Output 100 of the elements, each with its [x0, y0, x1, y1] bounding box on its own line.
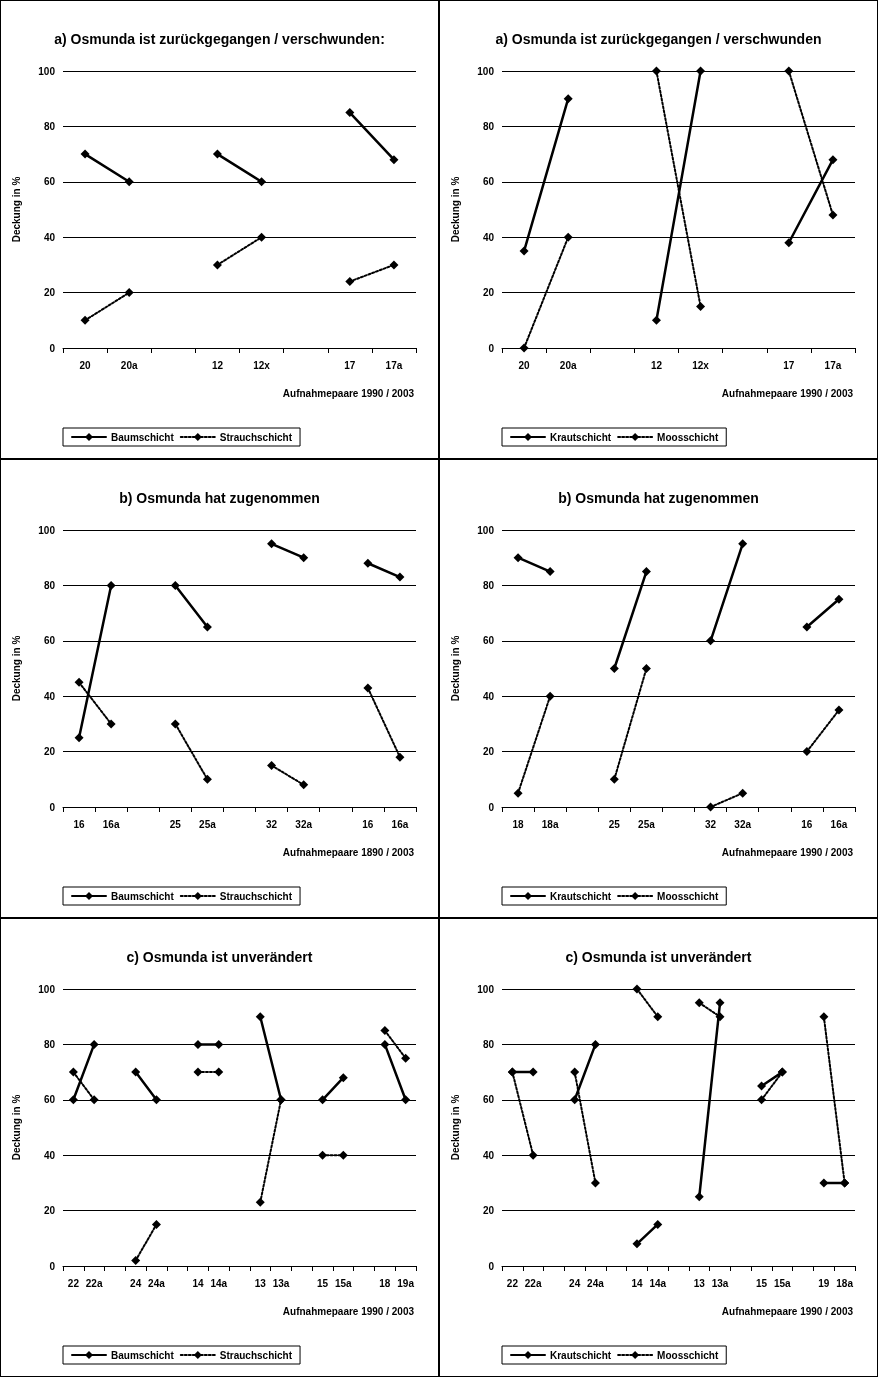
y-tick-label: 0 — [488, 1260, 495, 1272]
x-axis-title: Aufnahmepaare 1990 / 2003 — [282, 1305, 415, 1317]
x-tick-label: 16 — [801, 818, 813, 830]
x-tick-label: 15a — [334, 1277, 353, 1289]
x-tick-label: 16a — [102, 818, 120, 830]
x-tick-label: 16 — [362, 818, 374, 830]
y-tick-label: 0 — [49, 801, 56, 813]
y-tick-label: 60 — [482, 1094, 495, 1106]
x-tick-label: 17 — [344, 359, 356, 371]
y-tick-label: 100 — [477, 524, 495, 536]
y-axis-title: Deckung in % — [449, 635, 461, 702]
x-tick-label: 14 — [192, 1277, 204, 1289]
y-tick-label: 0 — [49, 1260, 56, 1272]
x-tick-label: 22 — [67, 1277, 80, 1289]
y-tick-label: 60 — [482, 176, 495, 188]
x-axis-title: Aufnahmepaare 1990 / 2003 — [721, 1305, 854, 1317]
y-axis-title: Deckung in % — [10, 176, 22, 243]
y-tick-label: 60 — [43, 176, 56, 188]
y-tick-label: 40 — [482, 1149, 495, 1161]
y-tick-label: 60 — [43, 1094, 56, 1106]
y-axis-title: Deckung in % — [10, 1094, 22, 1161]
y-tick-label: 20 — [43, 287, 56, 299]
y-tick-label: 80 — [43, 120, 56, 132]
y-tick-label: 80 — [482, 579, 495, 591]
legend-label: Krautschicht — [550, 1349, 612, 1361]
chart-title: b) Osmunda hat zugenommen — [119, 490, 320, 506]
x-tick-label: 22 — [506, 1277, 519, 1289]
x-tick-label: 16a — [830, 818, 848, 830]
chart-title: a) Osmunda ist zurückgegangen / verschwunden: — [54, 31, 385, 47]
x-tick-label: 13 — [693, 1277, 706, 1289]
y-tick-label: 20 — [482, 287, 495, 299]
chart-title: b) Osmunda hat zugenommen — [558, 490, 759, 506]
x-tick-label: 16a — [391, 818, 409, 830]
y-tick-label: 40 — [43, 690, 56, 702]
x-tick-label: 12 — [650, 359, 663, 371]
x-tick-label: 18a — [836, 1277, 854, 1289]
x-tick-label: 24 — [130, 1277, 142, 1289]
y-axis-title: Deckung in % — [449, 1094, 461, 1161]
x-tick-label: 13 — [254, 1277, 267, 1289]
x-tick-label: 32 — [266, 818, 278, 830]
y-tick-label: 40 — [482, 690, 495, 702]
legend-label: Baumschicht — [111, 890, 175, 902]
y-tick-label: 80 — [482, 120, 495, 132]
x-tick-label: 19a — [397, 1277, 415, 1289]
y-tick-label: 20 — [43, 746, 56, 758]
y-tick-label: 100 — [38, 524, 56, 536]
y-tick-label: 100 — [477, 65, 495, 77]
y-tick-label: 0 — [49, 342, 56, 354]
x-tick-label: 20a — [559, 359, 577, 371]
x-tick-label: 20 — [518, 359, 531, 371]
x-axis-title: Aufnahmepaare 1890 / 2003 — [282, 846, 415, 858]
x-tick-label: 13a — [711, 1277, 729, 1289]
legend-label: Moosschicht — [657, 431, 719, 443]
x-tick-label: 25a — [638, 818, 656, 830]
y-tick-label: 100 — [477, 983, 495, 995]
y-tick-label: 40 — [482, 231, 495, 243]
x-tick-label: 14 — [631, 1277, 643, 1289]
legend-label: Baumschicht — [111, 431, 175, 443]
y-tick-label: 80 — [482, 1038, 495, 1050]
y-tick-label: 40 — [43, 1149, 56, 1161]
x-tick-label: 25 — [608, 818, 621, 830]
legend-label: Baumschicht — [111, 1349, 175, 1361]
legend-label: Moosschicht — [657, 890, 719, 902]
x-tick-label: 22a — [85, 1277, 103, 1289]
y-tick-label: 0 — [488, 801, 495, 813]
y-tick-label: 0 — [488, 342, 495, 354]
y-tick-label: 60 — [43, 635, 56, 647]
y-tick-label: 80 — [43, 579, 56, 591]
x-tick-label: 19 — [818, 1277, 830, 1289]
x-tick-label: 25a — [199, 818, 217, 830]
x-tick-label: 18 — [512, 818, 525, 830]
x-tick-label: 18a — [541, 818, 559, 830]
x-tick-label: 16 — [73, 818, 86, 830]
legend-label: Strauchschicht — [219, 431, 293, 443]
legend-label: Krautschicht — [550, 431, 612, 443]
x-tick-label: 13a — [272, 1277, 290, 1289]
y-tick-label: 60 — [482, 635, 495, 647]
y-tick-label: 20 — [482, 1205, 495, 1217]
x-tick-label: 18 — [379, 1277, 391, 1289]
x-tick-label: 12x — [253, 359, 271, 371]
x-axis-title: Aufnahmepaare 1990 / 2003 — [721, 387, 854, 399]
x-axis-title: Aufnahmepaare 1990 / 2003 — [721, 846, 854, 858]
y-tick-label: 20 — [43, 1205, 56, 1217]
y-axis-title: Deckung in % — [449, 176, 461, 243]
x-tick-label: 24a — [587, 1277, 605, 1289]
x-tick-label: 14a — [649, 1277, 667, 1289]
x-tick-label: 17 — [783, 359, 795, 371]
y-tick-label: 100 — [38, 65, 56, 77]
legend-label: Strauchschicht — [219, 1349, 293, 1361]
chart-title: c) Osmunda ist unverändert — [565, 949, 752, 965]
x-tick-label: 17a — [385, 359, 403, 371]
x-tick-label: 12 — [211, 359, 224, 371]
legend-label: Moosschicht — [657, 1349, 719, 1361]
x-tick-label: 20 — [79, 359, 92, 371]
y-tick-label: 100 — [38, 983, 56, 995]
x-tick-label: 32a — [295, 818, 313, 830]
x-tick-label: 24 — [569, 1277, 581, 1289]
legend-label: Strauchschicht — [219, 890, 293, 902]
x-tick-label: 15 — [317, 1277, 329, 1289]
x-tick-label: 32a — [734, 818, 752, 830]
